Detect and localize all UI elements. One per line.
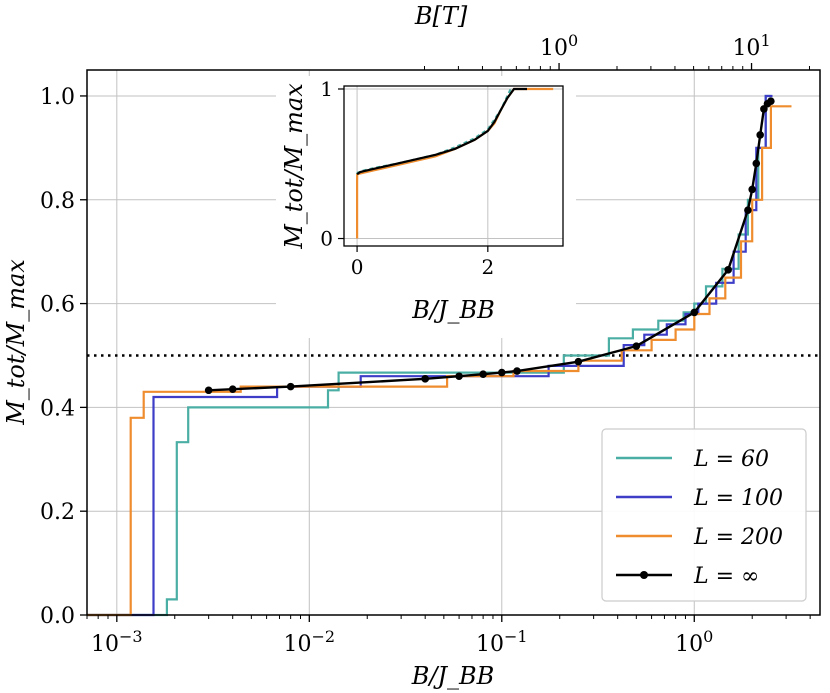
y-tick-label-3: 0.6 <box>40 293 75 318</box>
legend: L = 60 L = 100 L = 200 L = ∞ <box>601 428 807 602</box>
top-tick-label-0: 100 <box>540 31 578 61</box>
y-axis-label: M_tot/M_max <box>2 259 30 426</box>
y-tick-label-2: 0.4 <box>40 396 75 421</box>
series-marker <box>744 206 752 214</box>
plot-frame <box>86 69 821 616</box>
inset-y-label: M_tot/M_max <box>280 83 308 250</box>
series-marker <box>455 372 463 381</box>
series-marker <box>756 131 764 139</box>
inset-series-line-2 <box>356 87 527 176</box>
ticks-layer: 10−310−210−11000.00.20.40.60.81.01001011… <box>40 31 811 657</box>
series-marker <box>690 308 699 317</box>
inset-background <box>276 76 576 338</box>
inset-frame <box>343 85 564 247</box>
inset-y-tick-label-1: 1 <box>320 77 333 101</box>
legend-label-2: L = 200 <box>693 525 783 550</box>
series-line-0 <box>87 94 771 617</box>
series-marker <box>748 185 757 194</box>
x-tick-label-3: 100 <box>675 627 713 657</box>
x-tick-label-1: 10−2 <box>284 627 336 657</box>
inset-x-tick-label-0: 0 <box>351 255 364 279</box>
series-marker <box>286 382 295 391</box>
legend-label-3: L = ∞ <box>693 564 759 589</box>
series-marker <box>752 159 761 168</box>
legend-label-0: L = 60 <box>693 447 769 472</box>
series-layer <box>87 94 792 617</box>
y-tick-label-4: 0.8 <box>40 189 75 214</box>
inset-x-tick-label-1: 2 <box>481 255 494 279</box>
inset-y-tick-label-0: 0 <box>320 227 333 251</box>
y-tick-label-1: 0.2 <box>40 500 75 525</box>
series-marker <box>767 97 775 105</box>
series-marker <box>421 375 429 383</box>
legend-label-1: L = 100 <box>693 486 783 511</box>
x-axis-label: B/J_BB <box>411 662 495 690</box>
series-marker <box>204 386 213 395</box>
inset-x-label: B/J_BB <box>411 296 495 324</box>
series-marker <box>632 342 641 350</box>
series-marker <box>479 370 487 378</box>
y-tick-label-5: 1.0 <box>40 85 75 110</box>
series-marker <box>574 357 583 366</box>
series-marker <box>513 367 521 375</box>
inset: 0 2 0 1 B/J_BB M_tot/M_max <box>276 76 576 338</box>
x-tick-label-0: 10−3 <box>91 627 143 657</box>
series-marker <box>228 385 237 394</box>
series-marker <box>724 266 732 274</box>
x-tick-label-2: 10−1 <box>476 627 528 657</box>
top-axis-label: B[T] <box>414 2 468 30</box>
legend-marker <box>640 571 648 579</box>
top-tick-label-1: 101 <box>732 31 770 61</box>
series-marker <box>497 368 506 377</box>
y-tick-label-0: 0.0 <box>40 604 75 629</box>
legend-box <box>601 428 807 602</box>
